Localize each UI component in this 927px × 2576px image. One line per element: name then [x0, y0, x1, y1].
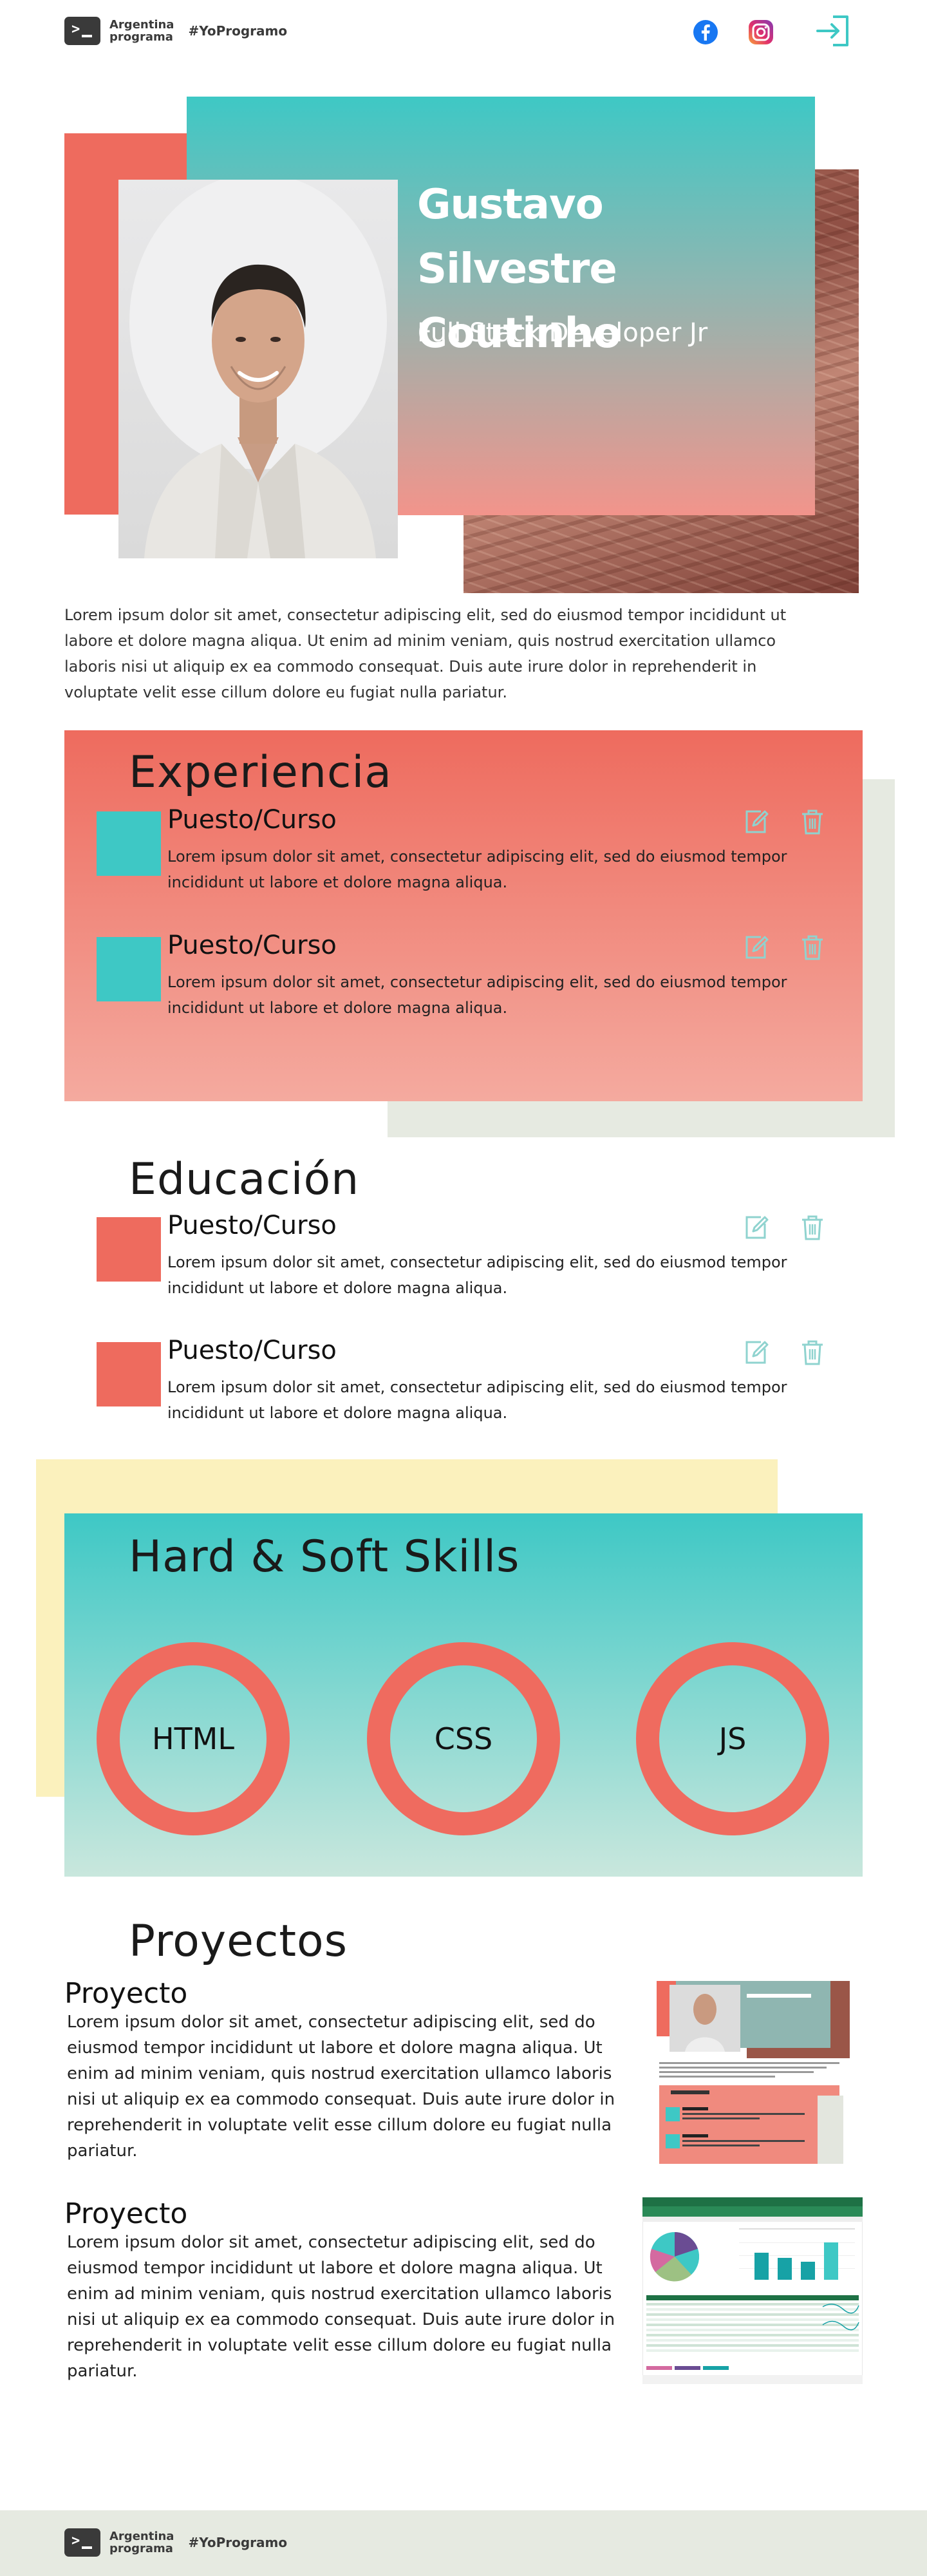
education-item-marker: [97, 1217, 161, 1282]
skill-circle-css: CSS: [367, 1642, 560, 1835]
education-item-description: Lorem ipsum dolor sit amet, consectetur …: [167, 1253, 787, 1297]
brand-logo[interactable]: > Argentina programa #YoProgramo: [64, 2528, 287, 2557]
education-item-title: Puesto/Curso: [167, 1336, 337, 1365]
experience-item-title: Puesto/Curso: [167, 931, 337, 960]
experience-item-description: Lorem ipsum dolor sit amet, consectetur …: [167, 848, 787, 891]
login-icon[interactable]: [814, 13, 852, 49]
brand-name: Argentina programa: [109, 2530, 174, 2555]
skill-label: HTML: [151, 1721, 234, 1756]
skill-circle-js: JS: [636, 1642, 829, 1835]
experience-item-marker: [97, 811, 161, 876]
skills-title: Hard & Soft Skills: [129, 1531, 520, 1582]
skill-label: JS: [718, 1721, 747, 1756]
education-item-title: Puesto/Curso: [167, 1211, 337, 1240]
profile-name: Gustavo Silvestre Coutinho: [417, 181, 621, 357]
profile-photo: [118, 180, 398, 558]
brand-hashtag: #YoProgramo: [188, 23, 288, 39]
trash-icon[interactable]: [798, 933, 827, 961]
brand-hashtag: #YoProgramo: [188, 2535, 288, 2550]
experience-item-description: Lorem ipsum dolor sit amet, consectetur …: [167, 973, 787, 1017]
trash-icon[interactable]: [798, 1338, 827, 1367]
instagram-icon[interactable]: [745, 17, 776, 48]
project-description: Lorem ipsum dolor sit amet, consectetur …: [67, 2012, 615, 2161]
edit-icon[interactable]: [742, 1338, 770, 1367]
site-header: > Argentina programa #YoProgramo: [0, 0, 927, 64]
experience-item: Puesto/Curso Lorem ipsum dolor sit amet,…: [97, 805, 830, 895]
brand-name: Argentina programa: [109, 18, 174, 44]
edit-icon[interactable]: [742, 933, 770, 961]
about-text: Lorem ipsum dolor sit amet, consectetur …: [64, 606, 787, 701]
brand-logo[interactable]: > Argentina programa #YoProgramo: [64, 17, 287, 45]
project-description: Lorem ipsum dolor sit amet, consectetur …: [67, 2233, 615, 2381]
hero-section: Gustavo Silvestre Coutinho Full Stack De…: [0, 97, 927, 701]
site-footer: > Argentina programa #YoProgramo: [0, 2510, 927, 2576]
education-item-description: Lorem ipsum dolor sit amet, consectetur …: [167, 1378, 787, 1422]
experience-title: Experiencia: [129, 747, 392, 798]
experience-item-marker: [97, 937, 161, 1001]
terminal-icon: >: [64, 2528, 100, 2557]
project-item: Proyecto Lorem ipsum dolor sit amet, con…: [64, 2197, 863, 2391]
experience-section: [64, 730, 863, 1101]
education-title: Educación: [129, 1154, 360, 1205]
profile-role: Full Stack Developer Jr: [417, 318, 708, 348]
education-item: Puesto/Curso Lorem ipsum dolor sit amet,…: [97, 1336, 830, 1426]
education-item: Puesto/Curso Lorem ipsum dolor sit amet,…: [97, 1211, 830, 1301]
trash-icon[interactable]: [798, 808, 827, 836]
skill-circle-html: HTML: [97, 1642, 290, 1835]
project-title: Proyecto: [64, 2197, 188, 2230]
facebook-icon[interactable]: [690, 17, 721, 48]
project-screenshot[interactable]: [642, 2197, 863, 2384]
projects-title: Proyectos: [129, 1916, 348, 1967]
project-title: Proyecto: [64, 1977, 188, 2010]
terminal-icon: >: [64, 17, 100, 45]
edit-icon[interactable]: [742, 808, 770, 836]
experience-item-title: Puesto/Curso: [167, 805, 337, 835]
project-screenshot[interactable]: [657, 1981, 850, 2168]
project-item: Proyecto Lorem ipsum dolor sit amet, con…: [64, 1977, 863, 2170]
trash-icon[interactable]: [798, 1213, 827, 1242]
experience-item: Puesto/Curso Lorem ipsum dolor sit amet,…: [97, 931, 830, 1021]
skill-label: CSS: [434, 1721, 493, 1756]
edit-icon[interactable]: [742, 1213, 770, 1242]
education-item-marker: [97, 1342, 161, 1406]
